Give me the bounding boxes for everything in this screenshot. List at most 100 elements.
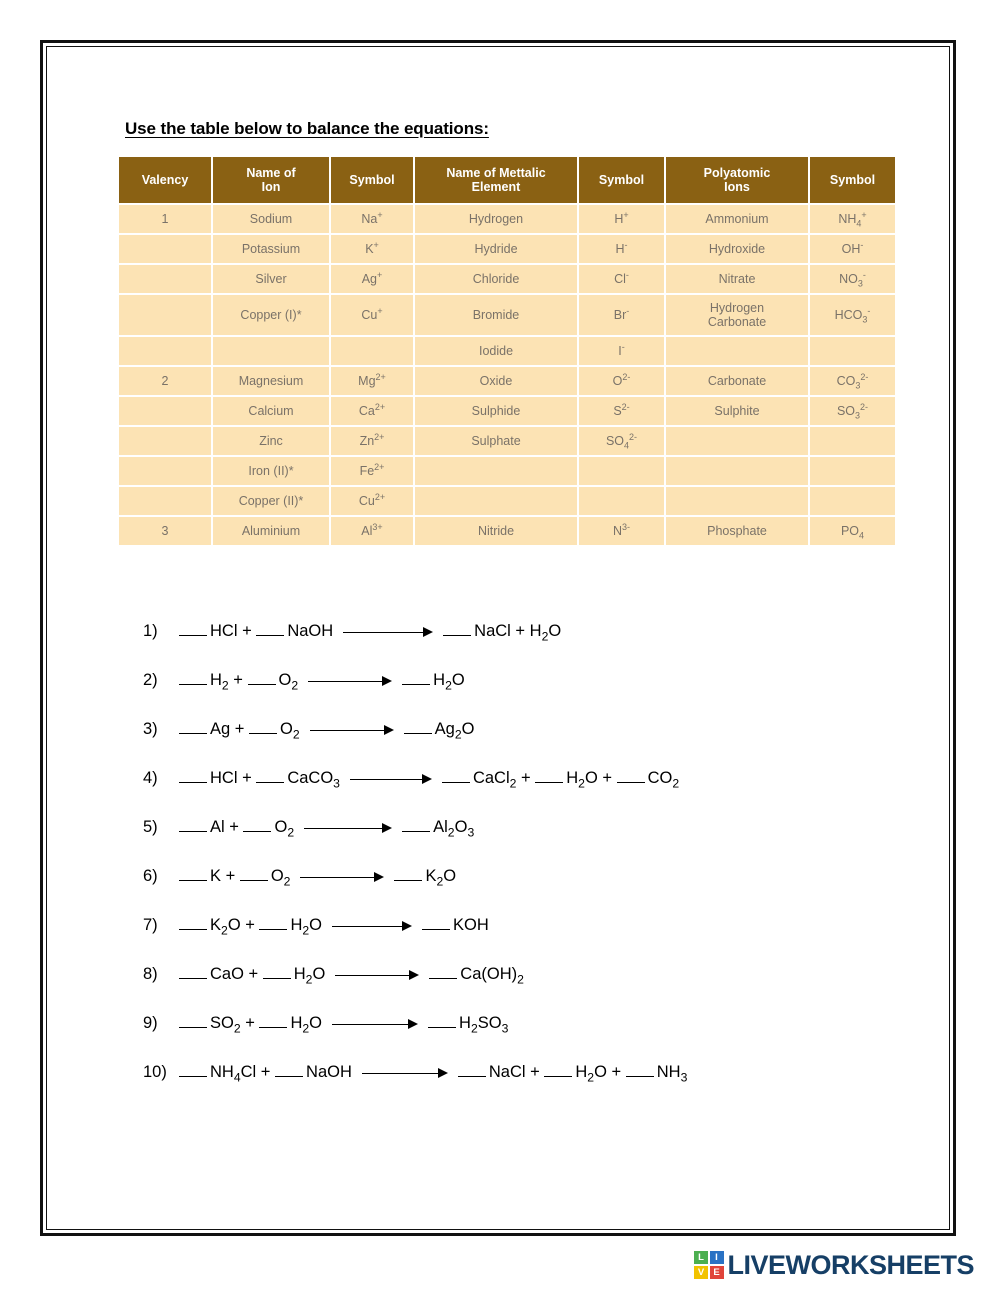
answer-blank[interactable] [262,965,291,979]
cell-ion-symbol: Cu+ [331,295,413,335]
answer-blank[interactable] [616,769,645,783]
cell-polyatomic-name: Sulphite [666,397,808,425]
logo-tile-i: I [709,1251,724,1265]
cell-polyatomic-name: Hydroxide [666,235,808,263]
answer-blank[interactable] [256,769,285,783]
reaction-arrow-icon [349,771,432,787]
cell-ion-symbol: Al3+ [331,517,413,545]
answer-blank[interactable] [179,965,207,979]
answer-blank[interactable] [179,720,207,734]
equation-number: 9) [143,1014,158,1032]
table-row: Zinc Zn2+ Sulphate SO42- [119,427,895,455]
answer-blank[interactable] [422,916,451,930]
reaction-arrow-icon [308,673,393,689]
cell-polyatomic-symbol [810,337,895,365]
column-header-6: Symbol [810,157,895,203]
answer-blank[interactable] [179,622,207,636]
table-row: Iodide I- [119,337,895,365]
answer-blank[interactable] [535,769,564,783]
cell-polyatomic-name [666,427,808,455]
table-row: Potassium K+ Hydride H- Hydroxide OH- [119,235,895,263]
cell-metallic-symbol: Cl- [579,265,664,293]
reaction-arrow-icon [361,1065,448,1081]
page-border: Use the table below to balance the equat… [40,40,956,1236]
equation-products: H2SO3 [428,1014,508,1034]
equation-products: KOH [422,916,489,935]
logo-tile-l: L [694,1251,708,1265]
answer-blank[interactable] [441,769,470,783]
cell-valency: 3 [119,517,211,545]
equation-number: 2) [143,671,158,689]
cell-polyatomic-name: Phosphate [666,517,808,545]
equation-row-4: 4) HCl + CaCO3 CaCl2 + H2O + CO2 [117,754,907,803]
equation-reactants: NH4Cl + NaOH [179,1063,352,1083]
answer-blank[interactable] [179,671,207,685]
cell-metallic-symbol: H+ [579,205,664,233]
answer-blank[interactable] [429,965,458,979]
cell-polyatomic-symbol: PO4 [810,517,895,545]
cell-polyatomic-symbol [810,427,895,455]
cell-ion-symbol: Ag+ [331,265,413,293]
answer-blank[interactable] [402,818,431,832]
cell-valency [119,397,211,425]
answer-blank[interactable] [179,1063,207,1077]
column-header-0: Valency [119,157,211,203]
answer-blank[interactable] [625,1063,654,1077]
answer-blank[interactable] [179,1014,207,1028]
answer-blank[interactable] [179,769,207,783]
answer-blank[interactable] [275,1063,304,1077]
equation-row-3: 3) Ag + O2 Ag2O [117,705,907,754]
answer-blank[interactable] [247,671,276,685]
page-title: Use the table below to balance the equat… [125,119,489,138]
cell-polyatomic-symbol: OH- [810,235,895,263]
answer-blank[interactable] [544,1063,573,1077]
table-row: Copper (II)* Cu2+ [119,487,895,515]
cell-metallic-symbol [579,457,664,485]
answer-blank[interactable] [443,622,472,636]
answer-blank[interactable] [259,916,288,930]
equation-row-8: 8) CaO + H2O Ca(OH)2 [117,950,907,999]
answer-blank[interactable] [243,818,272,832]
cell-ion-symbol: K+ [331,235,413,263]
answer-blank[interactable] [179,867,207,881]
equation-products: Al2O3 [402,818,474,838]
table-row: Calcium Ca2+ Sulphide S2- Sulphite SO32- [119,397,895,425]
answer-blank[interactable] [259,1014,288,1028]
cell-ion-name: Copper (I)* [213,295,329,335]
answer-blank[interactable] [394,867,423,881]
answer-blank[interactable] [179,818,207,832]
cell-metallic-symbol: H- [579,235,664,263]
equation-number: 5) [143,818,158,836]
answer-blank[interactable] [239,867,268,881]
logo-tile-v: V [694,1265,708,1279]
cell-metallic-symbol: SO42- [579,427,664,455]
equation-number: 3) [143,720,158,738]
cell-metallic-symbol: Br- [579,295,664,335]
answer-blank[interactable] [428,1014,457,1028]
worksheet-content: Use the table below to balance the equat… [47,47,963,1243]
cell-ion-name: Magnesium [213,367,329,395]
reaction-arrow-icon [332,918,413,934]
equation-reactants: K + O2 [179,867,290,887]
cell-polyatomic-symbol: SO32- [810,397,895,425]
cell-metallic-symbol: O2- [579,367,664,395]
equation-reactants: Ag + O2 [179,720,300,740]
answer-blank[interactable] [256,622,285,636]
table-row: 3 Aluminium Al3+ Nitride N3- Phosphate PO4 [119,517,895,545]
answer-blank[interactable] [179,916,207,930]
answer-blank[interactable] [402,671,431,685]
cell-polyatomic-symbol: HCO3- [810,295,895,335]
answer-blank[interactable] [249,720,277,734]
ion-reference-table: Valency Name of Ion Symbol Name of Mettalic E… [117,155,897,547]
page-border-inner: Use the table below to balance the equat… [46,46,950,1230]
column-header-3: Name of Mettalic Element [415,157,577,203]
table-row: Iron (II)* Fe2+ [119,457,895,485]
answer-blank[interactable] [403,720,432,734]
cell-metallic-name: Bromide [415,295,577,335]
equation-reactants: H2 + O2 [179,671,298,691]
equation-reactants: HCl + NaOH [179,622,333,641]
cell-polyatomic-symbol: CO32- [810,367,895,395]
answer-blank[interactable] [457,1063,486,1077]
equation-row-9: 9) SO2 + H2O H2SO3 [117,999,907,1048]
